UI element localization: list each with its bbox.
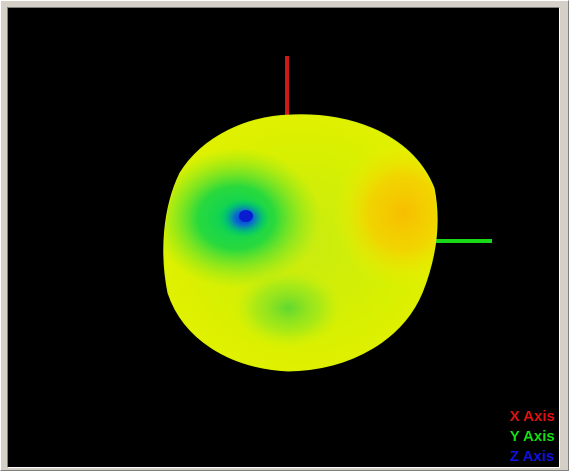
3d-viewport[interactable]: X Axis Y Axis Z Axis	[7, 7, 560, 468]
scene-canvas[interactable]	[8, 8, 559, 467]
sphere-mesh[interactable]	[148, 103, 473, 383]
legend-y-axis: Y Axis	[509, 428, 555, 445]
legend-z-axis: Z Axis	[509, 448, 555, 465]
axis-legend: X Axis Y Axis Z Axis	[510, 407, 555, 467]
legend-x-axis: X Axis	[509, 408, 555, 425]
